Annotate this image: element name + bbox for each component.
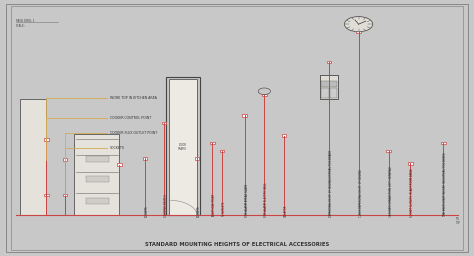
Text: ISOLATOR: ISOLATOR xyxy=(284,205,288,217)
Bar xyxy=(320,75,338,99)
Bar xyxy=(44,194,48,196)
Bar xyxy=(327,61,331,63)
Bar xyxy=(117,163,121,166)
Circle shape xyxy=(345,17,373,32)
Text: PAGE DWG: 1
SCALE:: PAGE DWG: 1 SCALE: xyxy=(16,19,34,28)
Text: DEPENDING ON HT. OF CEILING DISTRIBUTION BOARD: DEPENDING ON HT. OF CEILING DISTRIBUTION… xyxy=(329,150,333,217)
Bar xyxy=(63,158,67,161)
Bar xyxy=(86,198,109,204)
Text: LIGHTING SWITCH: LIGHTING SWITCH xyxy=(164,195,168,217)
Bar xyxy=(169,79,197,215)
Text: TIME SWITCH NOT INCORP. IN DISTRIBUTION BOXES: TIME SWITCH NOT INCORP. IN DISTRIBUTION … xyxy=(443,153,447,217)
Text: SOCKETS: SOCKETS xyxy=(197,206,201,217)
Text: SOCKET OUTLETS (PLANT ROOM AREA): SOCKET OUTLETS (PLANT ROOM AREA) xyxy=(410,168,414,217)
Bar xyxy=(408,162,413,165)
Bar xyxy=(86,176,109,183)
Text: 3A FUSED CONNECTION UNIT (GENERAL): 3A FUSED CONNECTION UNIT (GENERAL) xyxy=(389,166,393,217)
Text: WORK TOP IN KITCHEN AREA: WORK TOP IN KITCHEN AREA xyxy=(110,95,156,100)
Bar xyxy=(166,77,200,215)
Text: FTL
TOP: FTL TOP xyxy=(455,217,460,225)
Text: FIRE ALARM BREAK GLASS: FIRE ALARM BREAK GLASS xyxy=(245,184,248,217)
Text: TV OUTLETS: TV OUTLETS xyxy=(222,202,226,217)
Text: FIRE ALARM ELECTRIC BELL: FIRE ALARM ELECTRIC BELL xyxy=(264,183,268,217)
Bar xyxy=(195,157,199,160)
Bar xyxy=(262,94,267,96)
Bar xyxy=(242,114,247,116)
Bar xyxy=(356,30,361,33)
Bar xyxy=(282,134,286,137)
Bar xyxy=(219,150,224,152)
Bar xyxy=(321,81,337,87)
Text: DOOR
FRAME: DOOR FRAME xyxy=(178,143,187,151)
Text: CLOCK DEPENDING ON HT. OF CEILING: CLOCK DEPENDING ON HT. OF CEILING xyxy=(358,170,363,217)
Bar xyxy=(441,142,446,144)
Bar xyxy=(74,134,119,215)
Text: SOCKETS: SOCKETS xyxy=(145,206,149,217)
Text: COOKER CONTROL POINT: COOKER CONTROL POINT xyxy=(110,116,151,120)
Bar xyxy=(63,194,67,196)
Bar xyxy=(210,142,215,144)
Bar xyxy=(143,157,147,160)
Bar xyxy=(86,156,109,162)
Bar xyxy=(386,150,391,152)
Text: COOKER FLEX OUTLET POINT: COOKER FLEX OUTLET POINT xyxy=(110,131,157,135)
Bar xyxy=(321,88,329,98)
Bar xyxy=(20,99,46,215)
Bar xyxy=(162,122,166,124)
Text: TELEPHONE POINT: TELEPHONE POINT xyxy=(212,194,217,217)
Bar xyxy=(44,138,48,141)
Text: SOCKETS: SOCKETS xyxy=(110,146,125,150)
Text: STANDARD MOUNTING HEIGHTS OF ELECTRICAL ACCESSORIES: STANDARD MOUNTING HEIGHTS OF ELECTRICAL … xyxy=(145,242,329,247)
Bar xyxy=(330,88,337,98)
